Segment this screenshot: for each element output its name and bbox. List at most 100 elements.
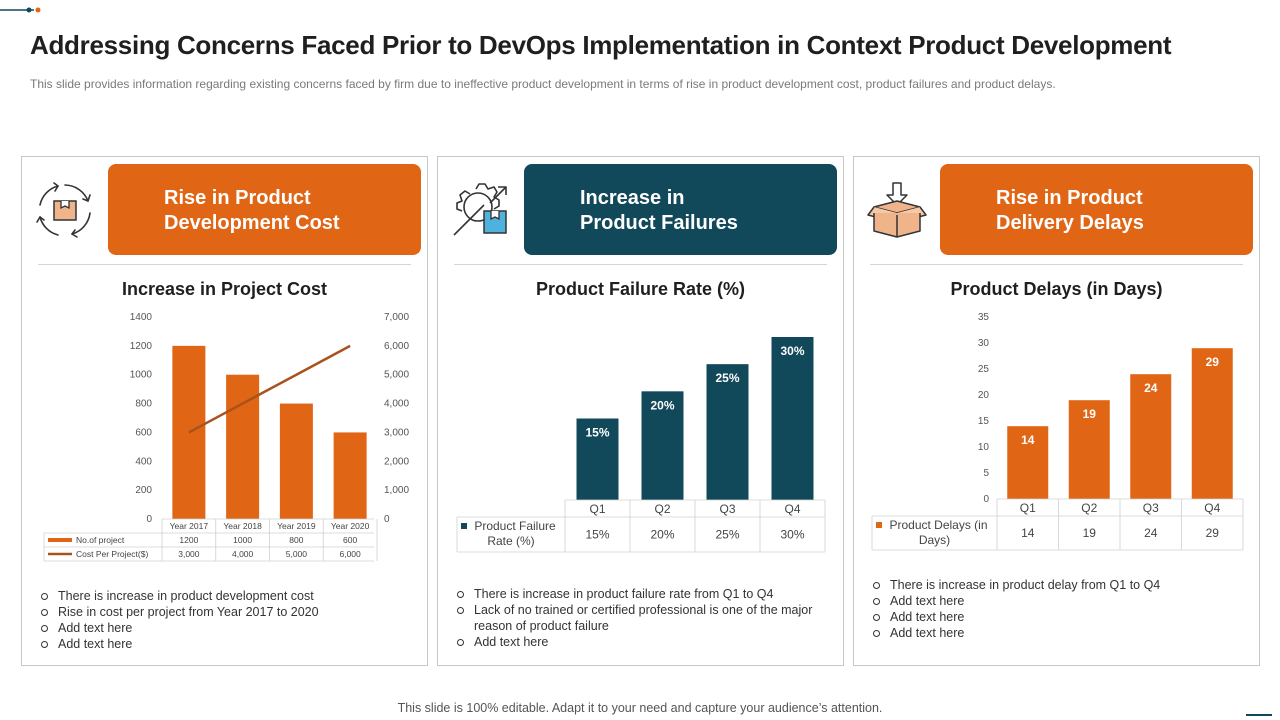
y2-tick-label: 6,000 <box>384 341 409 352</box>
bullet-list: There is increase in product delay from … <box>872 577 1252 641</box>
banner-line-1: Rise in Product <box>164 187 311 209</box>
legend-key <box>48 538 72 542</box>
table-value: 4,000 <box>232 549 254 559</box>
y-tick-label: 1400 <box>130 312 153 323</box>
gear-box-icon <box>453 183 507 236</box>
banner-line-2: Development Cost <box>164 212 340 234</box>
table-value: 600 <box>343 535 357 545</box>
bar-data-label: 29 <box>1206 355 1220 369</box>
banner-product-failures: Increase in Product Failures <box>524 164 837 255</box>
bullet-item: Add text here <box>872 593 1252 609</box>
x-tick-label: Year 2020 <box>331 521 370 531</box>
table-value: 5,000 <box>286 549 308 559</box>
bar-data-label: 24 <box>1144 381 1158 395</box>
legend-label: Days) <box>919 533 950 547</box>
bullet-item: Lack of no trained or certified professi… <box>456 602 836 634</box>
x-tick-label: Q4 <box>784 502 800 516</box>
banner-line-1: Increase in <box>580 187 685 209</box>
x-tick-label: Q1 <box>589 502 605 516</box>
x-tick-label: Year 2018 <box>223 521 262 531</box>
bar <box>641 391 684 500</box>
bullet-item: Add text here <box>40 636 420 652</box>
corner-decoration <box>0 7 41 13</box>
y-tick-label: 400 <box>135 456 152 467</box>
banner-line-2: Delivery Delays <box>996 212 1144 234</box>
banner-delivery-delays: Rise in Product Delivery Delays <box>940 164 1253 255</box>
table-value: 20% <box>650 528 674 542</box>
table-value: 15% <box>585 528 609 542</box>
legend-label: Product Delays (in <box>889 518 987 532</box>
bar <box>1130 374 1172 499</box>
table-value: 800 <box>289 535 303 545</box>
bullet-list: There is increase in product development… <box>40 588 420 652</box>
table-value: 30% <box>780 528 804 542</box>
panel-divider <box>38 264 411 265</box>
bullet-list: There is increase in product failure rat… <box>456 586 836 650</box>
bar <box>771 337 814 500</box>
bar <box>172 345 206 519</box>
corner-line <box>1246 714 1272 716</box>
x-tick-label: Year 2019 <box>277 521 316 531</box>
y-tick-label: 20 <box>978 390 990 401</box>
cycle-box-icon <box>36 182 91 238</box>
bullet-item: Add text here <box>40 620 420 636</box>
y2-tick-label: 5,000 <box>384 370 409 381</box>
y-tick-label: 5 <box>983 468 989 479</box>
x-tick-label: Q4 <box>1204 501 1220 515</box>
bar <box>706 364 749 500</box>
y-tick-label: 800 <box>135 399 152 410</box>
y-tick-label: 15 <box>978 416 990 427</box>
table-value: 14 <box>1021 526 1035 540</box>
bar <box>1068 400 1110 499</box>
x-tick-label: Q2 <box>1081 501 1097 515</box>
open-box-icon <box>867 182 927 238</box>
bullet-item: There is increase in product delay from … <box>872 577 1252 593</box>
y-tick-label: 25 <box>978 364 990 375</box>
banner-line-1: Rise in Product <box>996 187 1143 209</box>
y2-tick-label: 2,000 <box>384 456 409 467</box>
table-value: 19 <box>1083 526 1097 540</box>
y2-tick-label: 0 <box>384 514 390 525</box>
bar <box>279 403 313 519</box>
bullet-item: Add text here <box>872 609 1252 625</box>
bar <box>1191 348 1233 499</box>
legend-label: Rate (%) <box>487 534 534 548</box>
series-line <box>188 344 351 434</box>
legend-key <box>876 522 882 528</box>
y-tick-label: 10 <box>978 442 990 453</box>
y-tick-label: 1000 <box>130 370 153 381</box>
table-value: 1200 <box>179 535 198 545</box>
y-tick-label: 1200 <box>130 341 153 352</box>
legend-label: No.of project <box>76 535 125 545</box>
bar-data-label: 20% <box>650 398 674 412</box>
bar <box>333 432 367 519</box>
banner-development-cost: Rise in Product Development Cost <box>108 164 421 255</box>
y-tick-label: 200 <box>135 485 152 496</box>
chart-title: Increase in Project Cost <box>121 279 328 299</box>
table-value: 6,000 <box>339 549 361 559</box>
y-tick-label: 0 <box>146 514 152 525</box>
y2-tick-label: 1,000 <box>384 485 409 496</box>
y-tick-label: 600 <box>135 427 152 438</box>
bar-data-label: 15% <box>585 426 609 440</box>
legend-label: Product Failure <box>474 519 556 533</box>
bullet-item: There is increase in product development… <box>40 588 420 604</box>
bullet-item: There is increase in product failure rat… <box>456 586 836 602</box>
bar-data-label: 25% <box>715 371 739 385</box>
banner-line-2: Product Failures <box>580 212 738 234</box>
failure-rate-chart: 15% 20% 25% 30% Q1 Q2 Q3 Q4 15% 20% 25% 30% Product … <box>456 337 826 553</box>
bar-data-label: 14 <box>1021 433 1035 447</box>
bar-data-label: 30% <box>780 344 804 358</box>
legend-key <box>461 523 467 529</box>
y2-tick-label: 4,000 <box>384 399 409 410</box>
y-tick-label: 0 <box>983 494 989 505</box>
slide-footer: This slide is 100% editable. Adapt it to… <box>397 701 883 715</box>
bar <box>1007 426 1049 499</box>
bullet-item: Add text here <box>872 625 1252 641</box>
x-tick-label: Q3 <box>1143 501 1159 515</box>
project-cost-chart: 0 200 400 600 800 1000 1200 1400 0 1,000 2,000 3,00… <box>43 312 409 562</box>
bar-data-label: 19 <box>1083 407 1097 421</box>
slide-title: Addressing Concerns Faced Prior to DevOp… <box>30 30 1172 60</box>
legend-label: Cost Per Project($) <box>76 549 148 559</box>
chart-title: Product Delays (in Days) <box>950 279 1163 299</box>
